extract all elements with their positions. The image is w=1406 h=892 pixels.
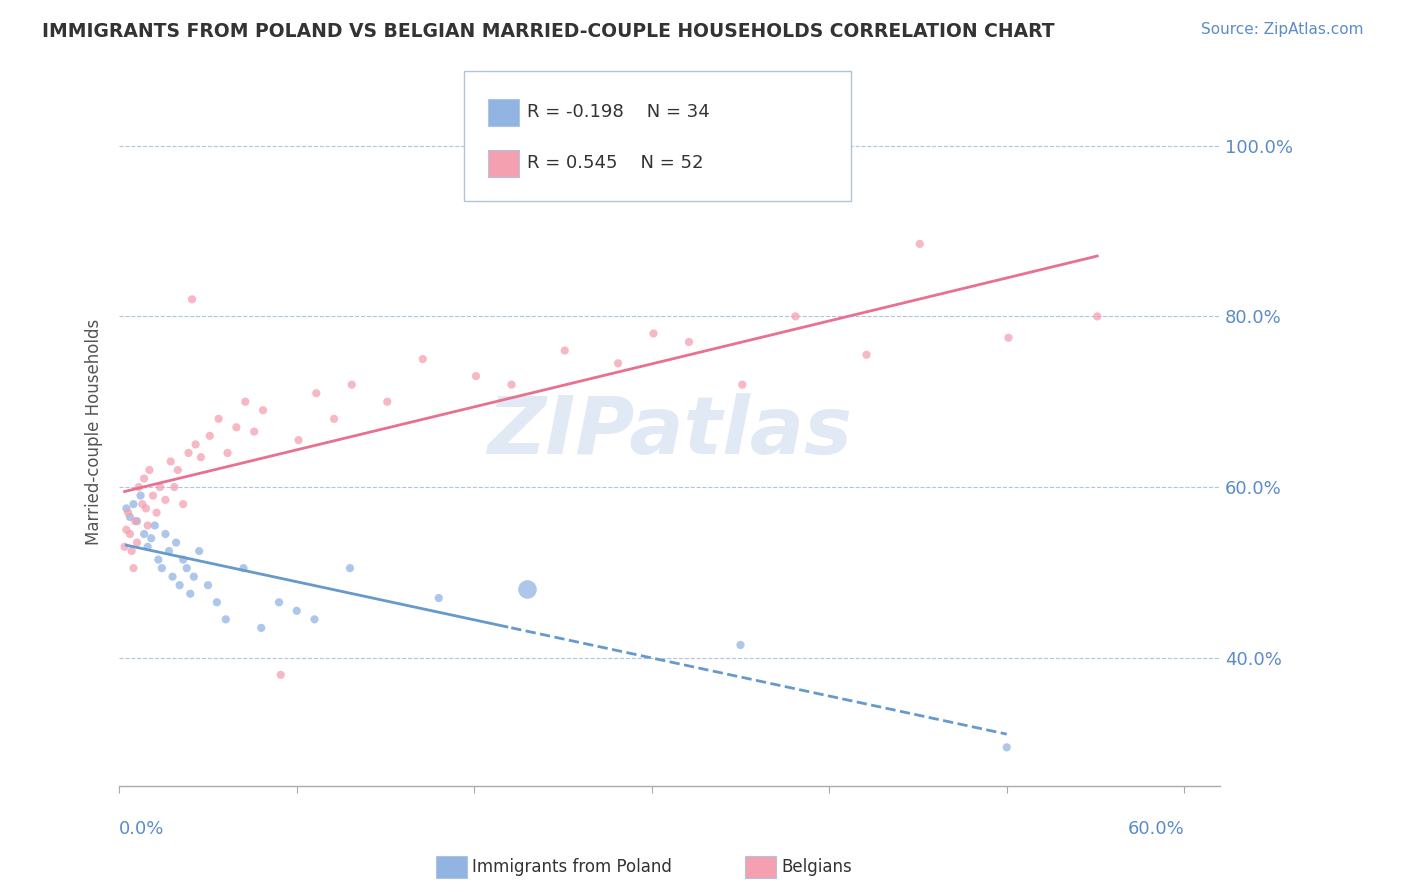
Point <box>134 471 156 485</box>
Text: 60.0%: 60.0% <box>1128 820 1184 838</box>
Point <box>190 450 212 465</box>
Point <box>118 510 141 524</box>
Point <box>142 489 165 503</box>
Point <box>285 604 308 618</box>
Point <box>197 578 219 592</box>
Point <box>184 437 207 451</box>
Point <box>179 587 201 601</box>
Point <box>731 377 754 392</box>
Text: 0.0%: 0.0% <box>120 820 165 838</box>
Point <box>188 544 211 558</box>
Point <box>143 518 166 533</box>
Text: Source: ZipAtlas.com: Source: ZipAtlas.com <box>1201 22 1364 37</box>
Point <box>1085 310 1108 324</box>
Point <box>908 236 931 251</box>
Point <box>121 544 143 558</box>
Point <box>304 612 326 626</box>
Point <box>232 561 254 575</box>
Point <box>465 369 488 384</box>
Point <box>217 446 239 460</box>
Point <box>117 506 139 520</box>
Point <box>785 310 807 324</box>
Point <box>198 429 221 443</box>
Text: Belgians: Belgians <box>782 858 852 876</box>
Text: Immigrants from Poland: Immigrants from Poland <box>472 858 672 876</box>
Point <box>997 331 1019 345</box>
Point <box>205 595 228 609</box>
Point <box>855 348 877 362</box>
Point <box>554 343 576 358</box>
Point <box>162 569 184 583</box>
Point <box>250 621 273 635</box>
Point <box>114 540 136 554</box>
Point <box>375 394 398 409</box>
Point <box>125 514 148 528</box>
Text: IMMIGRANTS FROM POLAND VS BELGIAN MARRIED-COUPLE HOUSEHOLDS CORRELATION CHART: IMMIGRANTS FROM POLAND VS BELGIAN MARRIE… <box>42 22 1054 41</box>
Point <box>135 501 157 516</box>
Text: R = -0.198    N = 34: R = -0.198 N = 34 <box>527 103 710 121</box>
Point <box>501 377 523 392</box>
Point <box>172 552 194 566</box>
Point <box>125 535 148 549</box>
Point <box>141 531 163 545</box>
Point <box>169 578 191 592</box>
Point <box>166 463 188 477</box>
Point <box>233 394 256 409</box>
Point <box>340 377 363 392</box>
Point <box>339 561 361 575</box>
Point <box>270 668 292 682</box>
Point <box>136 518 159 533</box>
Point <box>150 561 173 575</box>
Point <box>172 497 194 511</box>
Point <box>177 446 200 460</box>
Point <box>136 540 159 554</box>
Point <box>115 501 138 516</box>
Point <box>181 293 204 307</box>
Point <box>155 527 177 541</box>
Point <box>122 497 145 511</box>
Point <box>678 334 700 349</box>
Point <box>131 497 153 511</box>
Point <box>134 527 156 541</box>
Point <box>159 454 181 468</box>
Point <box>243 425 266 439</box>
Point <box>730 638 752 652</box>
Point <box>607 356 630 370</box>
Point <box>267 595 290 609</box>
Point <box>148 552 170 566</box>
Point <box>163 480 186 494</box>
Point <box>305 386 328 401</box>
Point <box>176 561 198 575</box>
Point <box>323 412 346 426</box>
Point <box>155 492 177 507</box>
Text: R = 0.545    N = 52: R = 0.545 N = 52 <box>527 154 704 172</box>
Point <box>157 544 180 558</box>
Point <box>995 740 1018 755</box>
Point <box>427 591 450 605</box>
Y-axis label: Married-couple Households: Married-couple Households <box>86 318 103 545</box>
Point <box>287 433 309 447</box>
Point <box>118 527 141 541</box>
Text: ZIPatlas: ZIPatlas <box>486 392 852 471</box>
Point <box>129 489 152 503</box>
Point <box>208 412 231 426</box>
Point <box>128 480 150 494</box>
Point <box>122 561 145 575</box>
Point <box>225 420 247 434</box>
Point <box>138 463 160 477</box>
Point <box>149 480 172 494</box>
Point <box>124 514 146 528</box>
Point <box>412 352 434 367</box>
Point <box>165 535 187 549</box>
Point <box>145 506 167 520</box>
Point <box>516 582 538 597</box>
Point <box>215 612 238 626</box>
Point <box>252 403 274 417</box>
Point <box>115 523 138 537</box>
Point <box>183 569 205 583</box>
Point <box>643 326 665 341</box>
